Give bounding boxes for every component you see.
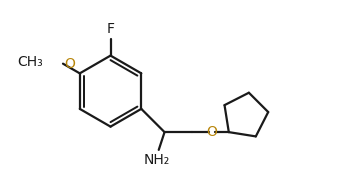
Text: CH₃: CH₃ [17, 55, 43, 69]
Text: F: F [107, 22, 115, 36]
Text: O: O [206, 125, 217, 139]
Text: O: O [65, 57, 76, 71]
Text: NH₂: NH₂ [144, 153, 170, 167]
